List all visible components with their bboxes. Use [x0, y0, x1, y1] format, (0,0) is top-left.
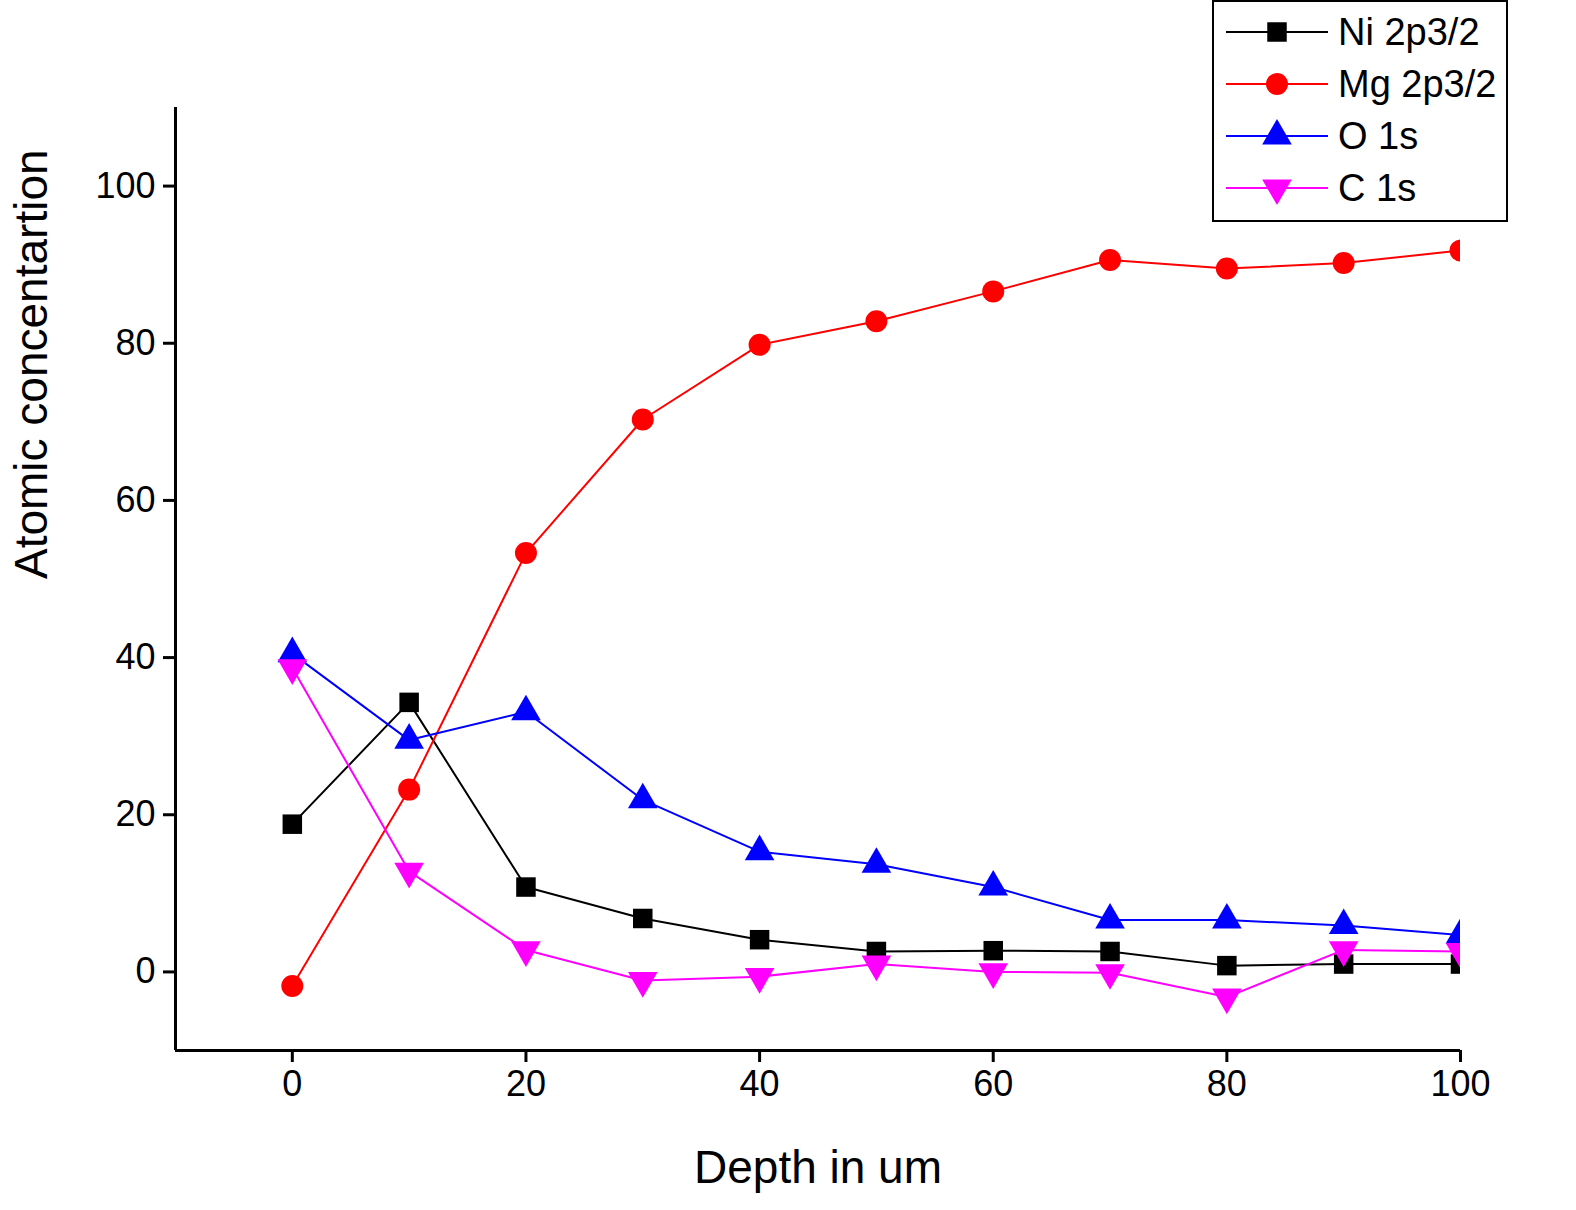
svg-text:80: 80 — [115, 322, 155, 363]
svg-text:100: 100 — [95, 165, 155, 206]
html-text:O 1s: O 1s — [1338, 115, 1419, 157]
svg-text:Atomic concentartion: Atomic concentartion — [5, 149, 57, 579]
svg-text:0: 0 — [282, 1063, 302, 1104]
svg-text:60: 60 — [115, 479, 155, 520]
svg-text:40: 40 — [115, 636, 155, 677]
html-text:Ni 2p3/2: Ni 2p3/2 — [1338, 11, 1480, 53]
svg-text:Depth in um: Depth in um — [694, 1141, 942, 1193]
svg-text:60: 60 — [973, 1063, 1013, 1104]
svg-text:100: 100 — [1430, 1063, 1490, 1104]
html-text:Mg 2p3/2: Mg 2p3/2 — [1338, 63, 1497, 105]
svg-text:20: 20 — [506, 1063, 546, 1104]
html-text:C 1s: C 1s — [1338, 167, 1417, 209]
svg-text:0: 0 — [135, 950, 155, 991]
svg-text:80: 80 — [1207, 1063, 1247, 1104]
svg-text:20: 20 — [115, 793, 155, 834]
svg-text:40: 40 — [740, 1063, 780, 1104]
